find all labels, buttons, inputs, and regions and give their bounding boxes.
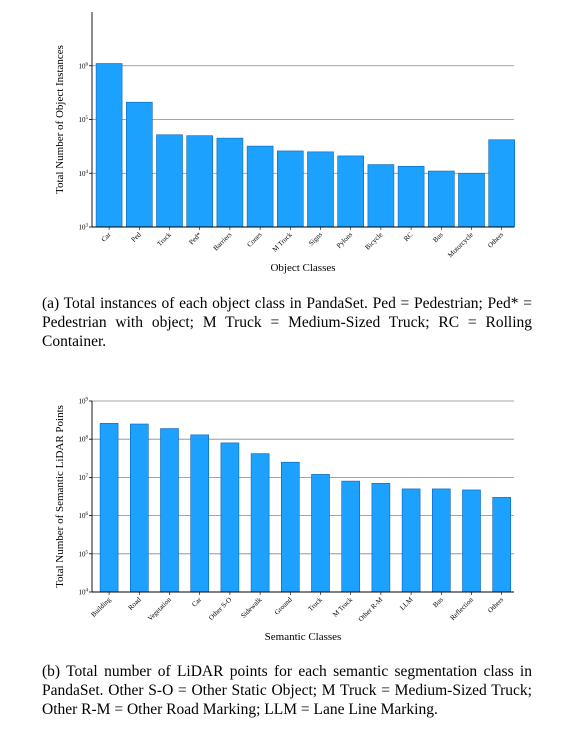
bar bbox=[190, 434, 209, 593]
bar bbox=[126, 101, 153, 228]
x-tick-label: Pylons bbox=[335, 231, 354, 250]
bar bbox=[130, 423, 149, 593]
y-axis-title: Total Number of Object Instances bbox=[54, 45, 66, 194]
bar bbox=[337, 155, 365, 228]
bar bbox=[462, 489, 481, 593]
y-tick-label: 107 bbox=[79, 474, 89, 482]
caption-a: (a) Total instances of each object class… bbox=[42, 295, 532, 350]
x-tick-label: Road bbox=[127, 595, 143, 611]
y-tick-label: 106 bbox=[79, 512, 89, 520]
x-axis-title: Semantic Classes bbox=[265, 631, 342, 643]
x-tick-label: Other S-O bbox=[207, 596, 233, 622]
x-tick-label: M Truck bbox=[271, 230, 294, 253]
bar bbox=[156, 134, 183, 228]
x-tick-label: Vegetation bbox=[146, 595, 173, 622]
x-tick-label: Motorcycle bbox=[446, 231, 474, 259]
bar bbox=[488, 139, 516, 228]
x-tick-label: Cones bbox=[245, 231, 263, 249]
x-tick-label: Car bbox=[100, 230, 113, 243]
bar bbox=[367, 164, 395, 228]
y-tick-label: 108 bbox=[79, 436, 89, 444]
y-tick-label: 105 bbox=[79, 550, 89, 558]
bar bbox=[186, 135, 213, 228]
bar bbox=[220, 442, 240, 593]
y-tick-label: 109 bbox=[79, 398, 89, 406]
x-tick-label: Reflection bbox=[449, 595, 476, 622]
y-tick-label: 106 bbox=[79, 62, 89, 70]
bar bbox=[95, 63, 123, 228]
y-tick-label: 105 bbox=[79, 116, 89, 124]
x-tick-label: Ped* bbox=[188, 230, 204, 246]
bar bbox=[341, 480, 361, 593]
y-tick-label: 103 bbox=[79, 224, 89, 232]
caption-b: (b) Total number of LiDAR points for eac… bbox=[42, 663, 532, 718]
bar bbox=[397, 165, 425, 228]
x-tick-label: M Truck bbox=[331, 595, 354, 618]
bar bbox=[216, 137, 244, 228]
x-tick-label: Building bbox=[90, 595, 113, 618]
semantic-classes-chart: 104 105 106 107 108 109 Building Road Vegetation… bbox=[54, 398, 514, 643]
x-tick-label: Others bbox=[486, 596, 505, 615]
x-tick-label: Barriers bbox=[212, 231, 234, 253]
bar bbox=[492, 497, 512, 593]
bar bbox=[246, 145, 274, 228]
x-tick-label: Other R-M bbox=[357, 595, 385, 623]
bar bbox=[371, 483, 391, 593]
x-tick-label: Truck bbox=[307, 595, 325, 613]
bar bbox=[280, 461, 300, 593]
x-tick-label: Truck bbox=[156, 230, 174, 248]
y-axis-title: Total Number of Semantic LiDAR Points bbox=[54, 405, 66, 588]
bar bbox=[160, 428, 179, 593]
x-axis-title: Object Classes bbox=[270, 262, 335, 274]
object-classes-chart: 103 104 105 106 Car Ped Truck Ped* Barriers Cones… bbox=[54, 12, 516, 274]
x-tick-label: RC bbox=[402, 231, 414, 243]
bar bbox=[276, 150, 304, 228]
x-tick-label: Ground bbox=[273, 595, 294, 616]
x-tick-label: Others bbox=[486, 231, 505, 250]
bar bbox=[250, 453, 270, 593]
bar bbox=[458, 172, 485, 228]
y-tick-label: 104 bbox=[79, 170, 89, 178]
y-tick-label: 104 bbox=[79, 589, 89, 597]
bar bbox=[401, 488, 421, 593]
x-tick-label: Sidewalk bbox=[239, 595, 263, 619]
bar bbox=[99, 423, 119, 593]
x-tick-label: Ped bbox=[130, 230, 143, 243]
x-tick-label: Bus bbox=[431, 231, 445, 245]
bar bbox=[431, 488, 451, 593]
x-tick-label: Car bbox=[190, 595, 203, 608]
x-tick-label: Signs bbox=[307, 231, 324, 248]
bar bbox=[311, 474, 330, 593]
bar bbox=[427, 170, 455, 228]
bar bbox=[307, 151, 334, 228]
x-tick-label: Bus bbox=[431, 596, 445, 610]
x-tick-label: Bicycle bbox=[364, 231, 385, 252]
x-tick-label: LLM bbox=[398, 595, 415, 612]
